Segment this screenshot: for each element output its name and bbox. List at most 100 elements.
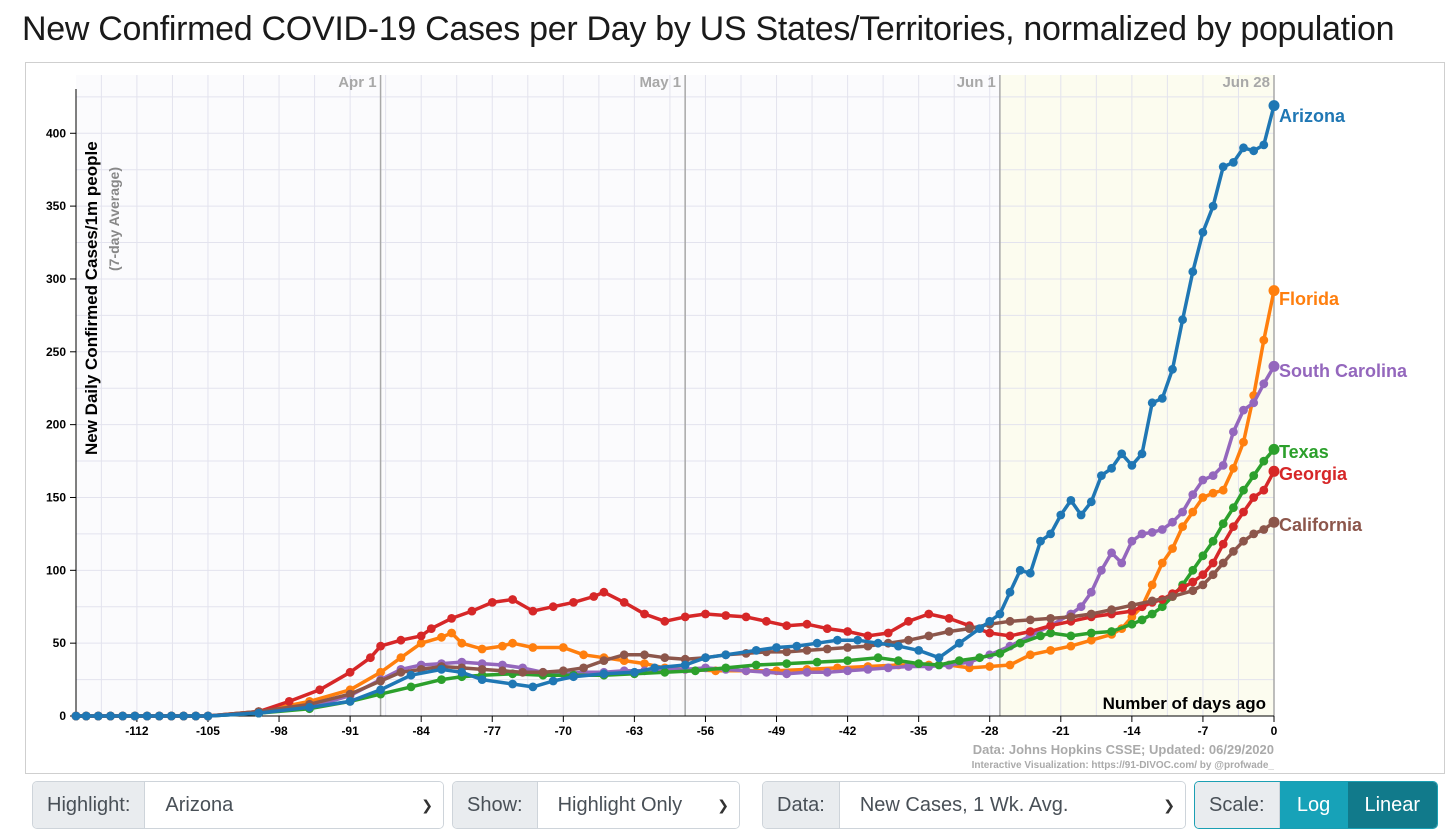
- data-point: [1249, 471, 1259, 480]
- end-point: [1268, 516, 1280, 528]
- data-point: [118, 711, 128, 721]
- data-point: [558, 643, 568, 652]
- data-point: [802, 667, 812, 677]
- x-tick-label: -21: [1052, 724, 1070, 738]
- data-point: [396, 667, 406, 677]
- data-point: [1198, 493, 1208, 502]
- data-point: [447, 614, 456, 623]
- data-point: [1208, 471, 1218, 480]
- data-point: [1157, 558, 1167, 568]
- data-point: [1076, 602, 1086, 612]
- data-point: [203, 711, 213, 721]
- data-point: [1178, 315, 1187, 325]
- data-point: [995, 649, 1005, 658]
- data-point: [1188, 507, 1198, 517]
- data-point: [508, 638, 517, 648]
- show-select[interactable]: Highlight Only ❯: [537, 782, 739, 828]
- date-marker-label: May 1: [639, 74, 681, 91]
- data-point: [975, 624, 984, 633]
- data-point: [833, 635, 842, 645]
- data-point: [1086, 609, 1096, 619]
- data-point: [477, 644, 487, 654]
- x-axis-title: Number of days ago: [1103, 694, 1266, 713]
- data-point: [1036, 536, 1045, 546]
- data-point: [1239, 143, 1248, 153]
- data-point: [985, 628, 995, 638]
- data-select[interactable]: New Cases, 1 Wk. Avg. ❯: [839, 782, 1185, 828]
- data-label: Data:: [763, 782, 840, 828]
- data-point: [954, 638, 964, 648]
- data-point: [904, 635, 913, 645]
- data-point: [822, 624, 832, 633]
- data-point: [640, 659, 649, 668]
- data-point: [995, 609, 1005, 619]
- y-tick-label: 0: [59, 709, 66, 723]
- scale-log-button[interactable]: Log: [1279, 782, 1348, 828]
- data-point: [1147, 580, 1157, 590]
- data-point: [1218, 558, 1228, 568]
- data-point: [802, 646, 812, 655]
- data-point: [1025, 568, 1035, 578]
- data-point: [802, 619, 812, 629]
- data-point: [396, 635, 406, 645]
- data-point: [812, 638, 822, 648]
- data-point: [1127, 536, 1137, 546]
- date-marker-label: Apr 1: [338, 74, 376, 91]
- data-point: [1025, 615, 1035, 625]
- series-end-label: Texas: [1279, 442, 1329, 462]
- data-point: [437, 665, 446, 674]
- end-point: [1268, 465, 1280, 477]
- data-point: [416, 638, 426, 648]
- data-point: [457, 667, 467, 677]
- data-point: [822, 667, 832, 677]
- data-point: [1239, 485, 1248, 495]
- data-point: [1107, 605, 1116, 615]
- data-point: [1229, 503, 1238, 513]
- data-point: [660, 616, 670, 626]
- series-end-label: Arizona: [1279, 106, 1346, 126]
- data-point: [179, 711, 189, 721]
- x-tick-label: -49: [768, 724, 786, 738]
- data-point: [1178, 507, 1187, 517]
- data-point: [660, 653, 670, 663]
- data-point: [130, 711, 140, 721]
- data-point: [1188, 267, 1198, 277]
- data-point: [1005, 631, 1015, 641]
- scale-linear-button[interactable]: Linear: [1347, 782, 1437, 828]
- data-point: [1198, 580, 1208, 590]
- data-point: [822, 644, 832, 654]
- data-point: [1015, 638, 1025, 648]
- data-point: [650, 663, 660, 673]
- data-point: [558, 666, 568, 676]
- data-point: [1117, 449, 1127, 459]
- data-point: [843, 666, 852, 676]
- data-point: [1137, 449, 1147, 459]
- data-point: [965, 624, 974, 633]
- data-point: [1107, 548, 1116, 558]
- x-tick-label: -28: [981, 724, 999, 738]
- highlight-select[interactable]: Arizona ❯: [145, 782, 443, 828]
- data-point: [1229, 522, 1238, 531]
- data-point: [1086, 635, 1096, 645]
- y-tick-label: 400: [46, 126, 66, 140]
- data-point: [1066, 496, 1076, 505]
- data-point: [863, 665, 873, 674]
- data-point: [1198, 551, 1208, 561]
- scale-control: Scale: Log Linear: [1194, 781, 1438, 829]
- data-point: [680, 612, 690, 622]
- data-point: [142, 711, 152, 721]
- data-point: [167, 711, 176, 721]
- data-point: [477, 665, 487, 674]
- data-point: [914, 646, 924, 655]
- data-point: [1137, 529, 1147, 539]
- data-source: Data: Johns Hopkins CSSE; Updated: 06/29…: [973, 742, 1274, 757]
- x-tick-label: -77: [484, 724, 502, 738]
- data-point: [548, 676, 558, 686]
- data-point: [1157, 525, 1167, 534]
- data-point: [81, 711, 91, 721]
- scale-label: Scale:: [1195, 782, 1280, 828]
- data-point: [721, 650, 731, 660]
- data-point: [1208, 558, 1218, 568]
- data-point: [1056, 510, 1066, 520]
- data-point: [1259, 525, 1269, 534]
